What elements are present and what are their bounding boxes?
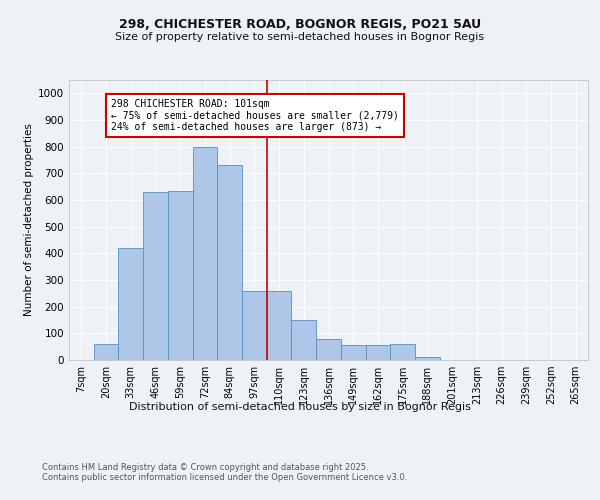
Bar (365, 346, 390, 360)
Bar (217, 166, 242, 360)
Text: 298, CHICHESTER ROAD, BOGNOR REGIS, PO21 5AU: 298, CHICHESTER ROAD, BOGNOR REGIS, PO21… (119, 18, 481, 30)
Text: Contains HM Land Registry data © Crown copyright and database right 2025.
Contai: Contains HM Land Registry data © Crown c… (42, 462, 407, 482)
Bar (415, 358, 440, 360)
Bar (267, 290, 292, 360)
Text: Distribution of semi-detached houses by size in Bognor Regis: Distribution of semi-detached houses by … (129, 402, 471, 412)
Y-axis label: Number of semi-detached properties: Number of semi-detached properties (24, 124, 34, 316)
Bar (193, 146, 217, 360)
Bar (341, 346, 365, 360)
Bar (242, 290, 267, 360)
Bar (292, 320, 316, 360)
Text: Size of property relative to semi-detached houses in Bognor Regis: Size of property relative to semi-detach… (115, 32, 485, 42)
Bar (168, 190, 193, 360)
Bar (143, 192, 168, 360)
Bar (316, 338, 341, 360)
Bar (390, 344, 415, 360)
Bar (94, 344, 118, 360)
Text: 298 CHICHESTER ROAD: 101sqm
← 75% of semi-detached houses are smaller (2,779)
24: 298 CHICHESTER ROAD: 101sqm ← 75% of sem… (111, 98, 399, 132)
Bar (118, 248, 143, 360)
